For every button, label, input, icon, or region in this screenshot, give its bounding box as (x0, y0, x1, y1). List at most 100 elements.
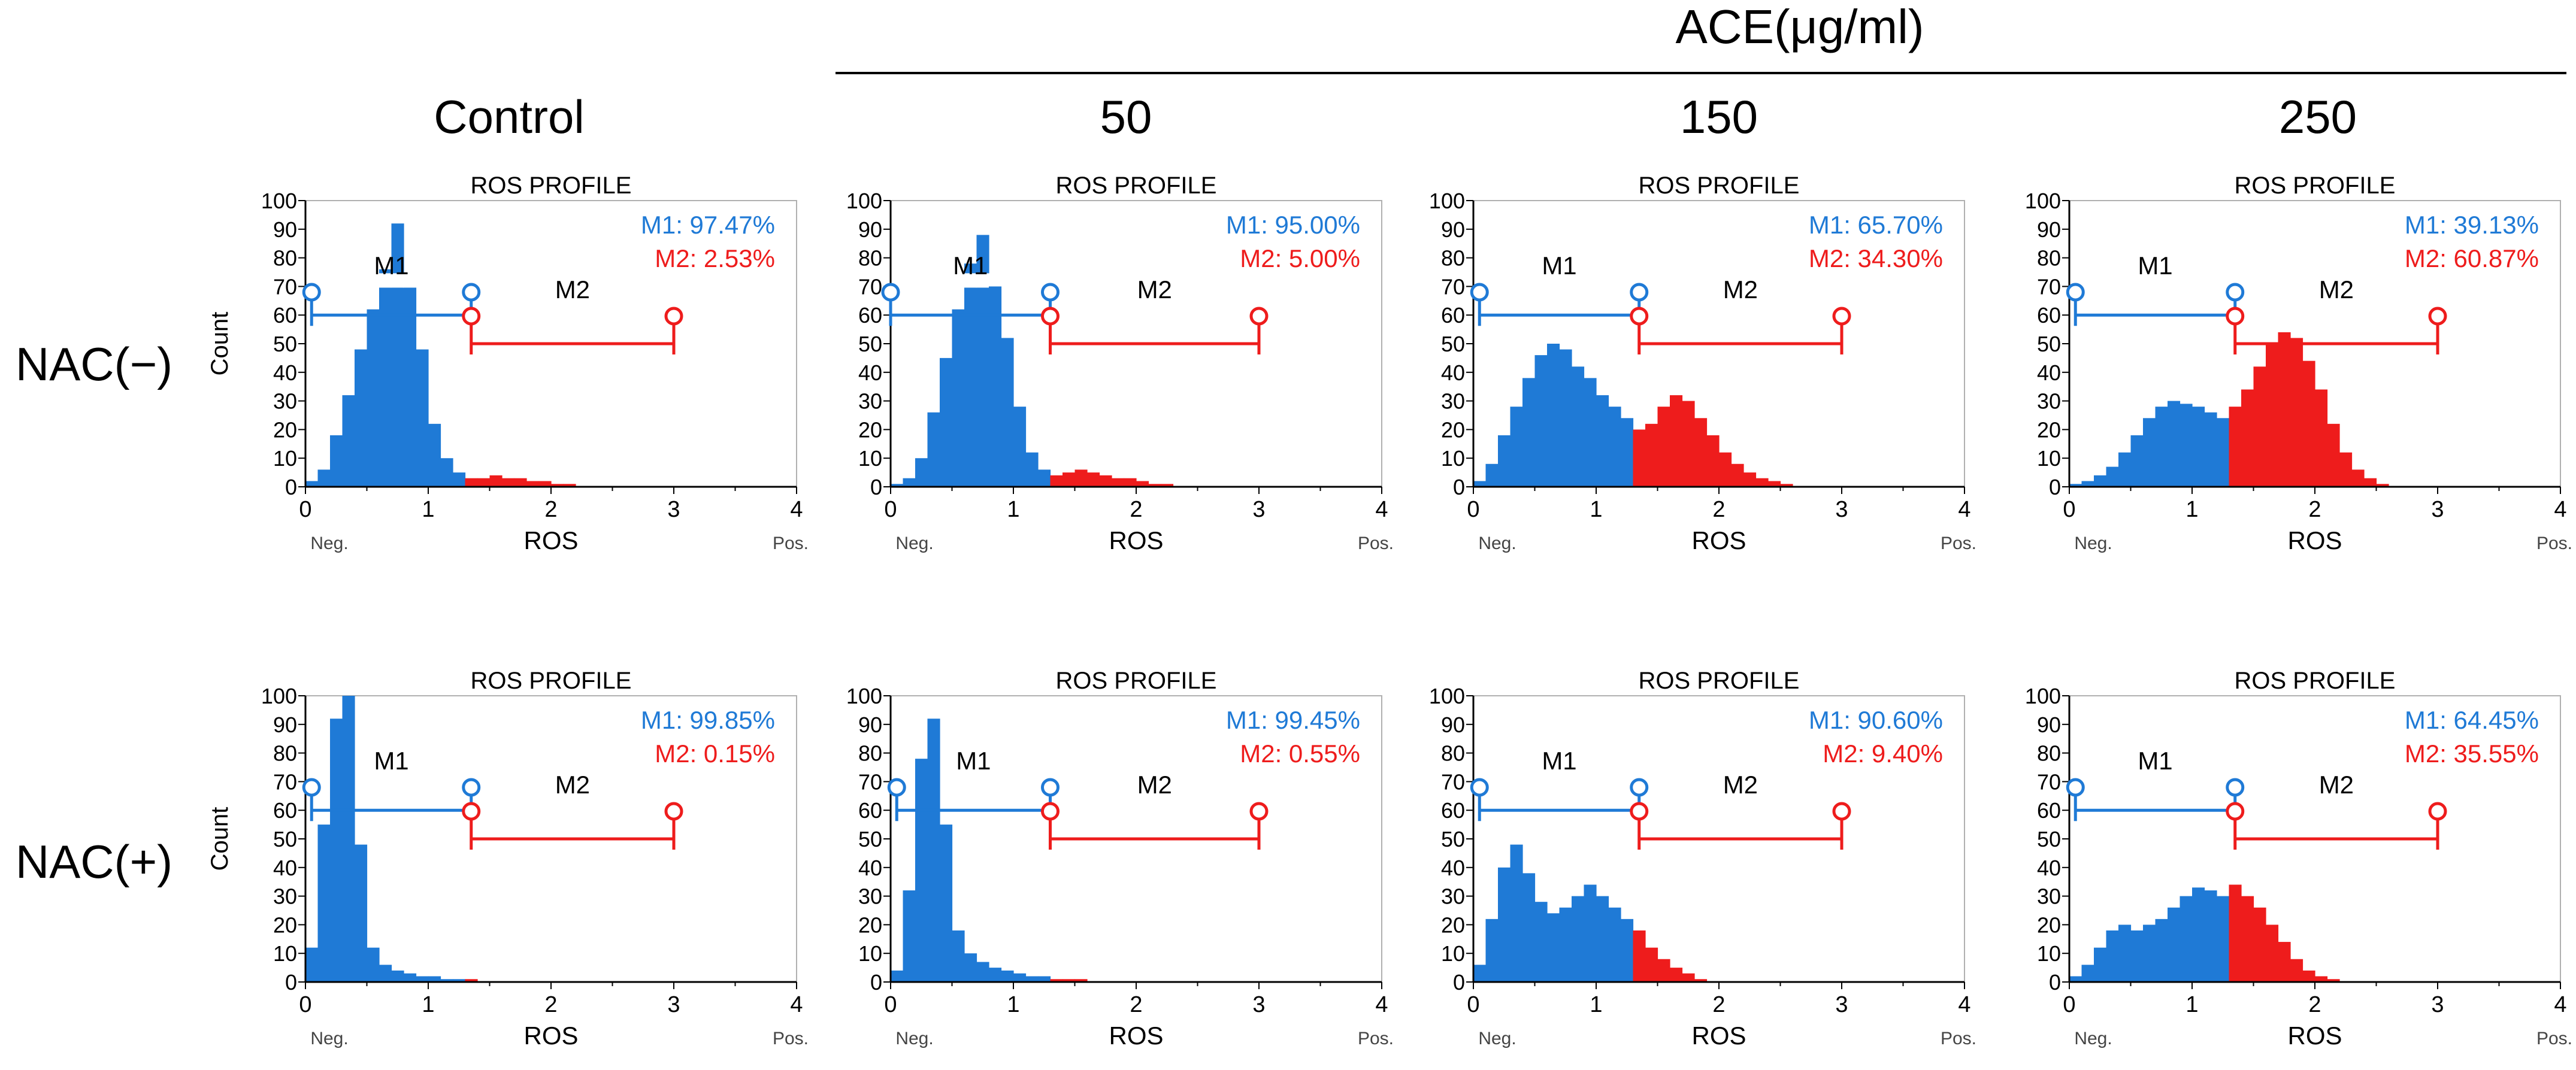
gate-m2-label: M2 (555, 771, 590, 799)
x-tick-label: 4 (790, 497, 803, 522)
histogram-bar (1743, 472, 1757, 487)
histogram-bar (2266, 924, 2279, 982)
histogram-bar (2106, 930, 2119, 982)
histogram-bar (342, 696, 355, 982)
y-tick-label: 100 (261, 189, 297, 213)
x-tick-label: 2 (1712, 992, 1725, 1017)
y-tick-label: 20 (1441, 417, 1465, 442)
histogram-bar (2168, 907, 2181, 982)
y-tick-label: 90 (273, 217, 297, 242)
y-tick-label: 80 (273, 741, 297, 766)
histogram-bar (1755, 478, 1769, 487)
panel-title: ROS PROFILE (1639, 172, 1800, 199)
histogram-bar (1596, 395, 1609, 487)
gate-m2-handle (664, 307, 683, 326)
y-tick-label: 80 (273, 246, 297, 271)
y-tick-label: 40 (273, 856, 297, 880)
x-tick-label: 3 (1252, 497, 1265, 522)
y-tick-label: 100 (2025, 684, 2061, 708)
y-tick-label: 80 (2037, 246, 2061, 271)
histogram-panel-2: ROS PROFILE 0 10 20 30 40 50 60 70 80 90 100 0 1 2 3 4 Ne… (1429, 172, 1976, 554)
histogram-bar (2118, 924, 2132, 982)
histogram-bar (1074, 469, 1088, 487)
y-tick-label: 70 (1441, 274, 1465, 299)
gate-m2-handle (664, 802, 683, 821)
histogram-bar (2241, 389, 2254, 487)
histogram-bar (305, 947, 319, 982)
histogram-bar (1768, 481, 1781, 487)
y-tick-label: 0 (285, 475, 297, 499)
histogram-bar (391, 970, 404, 982)
x-tick-label: 3 (1835, 497, 1848, 522)
histogram-bar (1719, 452, 1732, 487)
histogram-bar (2081, 481, 2094, 487)
y-tick-label: 50 (1441, 827, 1465, 851)
x-tick-label: 3 (2431, 497, 2444, 522)
gate-m1-percent: M1: 95.00% (1226, 211, 1360, 239)
histogram-bar (927, 719, 940, 982)
gate-m1-percent: M1: 64.45% (2405, 706, 2539, 734)
y-tick-label: 20 (2037, 913, 2061, 937)
histogram-bar (1657, 959, 1670, 982)
histogram-bar (526, 481, 540, 487)
histogram-bar (1572, 366, 1585, 487)
histogram-bar (563, 484, 576, 487)
y-tick-label: 20 (1441, 913, 1465, 937)
gate-m1-handle (1630, 283, 1649, 302)
histogram-bar (2204, 890, 2217, 982)
histogram-bar (1124, 478, 1137, 487)
histogram-bar (2180, 404, 2193, 487)
gate-m2-handle (2428, 307, 2447, 326)
histogram-bar (2168, 401, 2181, 487)
histogram-bar (2339, 452, 2353, 487)
histogram-bar (1148, 484, 1161, 487)
histogram-bar (416, 349, 429, 487)
x-tick-label: 2 (544, 497, 557, 522)
gate-m1-handle (462, 778, 481, 797)
panel-title: ROS PROFILE (2235, 172, 2396, 199)
ace-group-label: ACE(μg/ml) (1676, 0, 1924, 53)
y-tick-label: 50 (273, 332, 297, 356)
x-neg-label: Neg. (895, 534, 933, 553)
histogram-bar (2069, 484, 2082, 487)
gate-m1-handle (2066, 778, 2085, 797)
y-tick-label: 20 (858, 913, 882, 937)
y-tick-label: 10 (273, 941, 297, 966)
histogram-bar (2241, 896, 2254, 982)
histogram-bar (514, 478, 527, 487)
histogram-bar (2192, 887, 2205, 982)
y-tick-label: 60 (1441, 303, 1465, 328)
gate-m1-handle (302, 283, 321, 302)
y-tick-label: 0 (870, 970, 882, 995)
x-neg-label: Neg. (1478, 1029, 1516, 1048)
histogram-bar (2155, 919, 2168, 982)
y-tick-label: 40 (858, 856, 882, 880)
x-tick-label: 2 (2308, 497, 2321, 522)
x-tick-label: 3 (1252, 992, 1265, 1017)
y-tick-label: 50 (2037, 332, 2061, 356)
y-tick-label: 0 (870, 475, 882, 499)
y-tick-label: 80 (858, 741, 882, 766)
histogram-panel-7: ROS PROFILE 0 10 20 30 40 50 60 70 80 90 100 0 1 2 3 4 Ne… (2025, 668, 2572, 1050)
histogram-bar (2130, 435, 2144, 487)
histogram-bar (1645, 947, 1658, 982)
gate-m1-label: M1 (956, 747, 991, 775)
histogram-bar (940, 825, 953, 982)
histogram-bar (1682, 973, 1695, 982)
histogram-bar (1584, 884, 1597, 982)
y-tick-label: 30 (2037, 389, 2061, 414)
histogram-bar (342, 395, 355, 487)
x-tick-label: 0 (2063, 497, 2075, 522)
histogram-bar (964, 953, 977, 982)
histogram-bar (1522, 873, 1536, 982)
y-tick-label: 30 (858, 389, 882, 414)
x-tick-label: 0 (884, 992, 897, 1017)
histogram-bar (964, 263, 977, 487)
x-neg-label: Neg. (2074, 534, 2112, 553)
panel-title: ROS PROFILE (1639, 668, 1800, 694)
y-tick-label: 90 (858, 713, 882, 737)
histogram-bar (1572, 896, 1585, 982)
histogram-bar (915, 458, 928, 487)
x-tick-label: 2 (544, 992, 557, 1017)
